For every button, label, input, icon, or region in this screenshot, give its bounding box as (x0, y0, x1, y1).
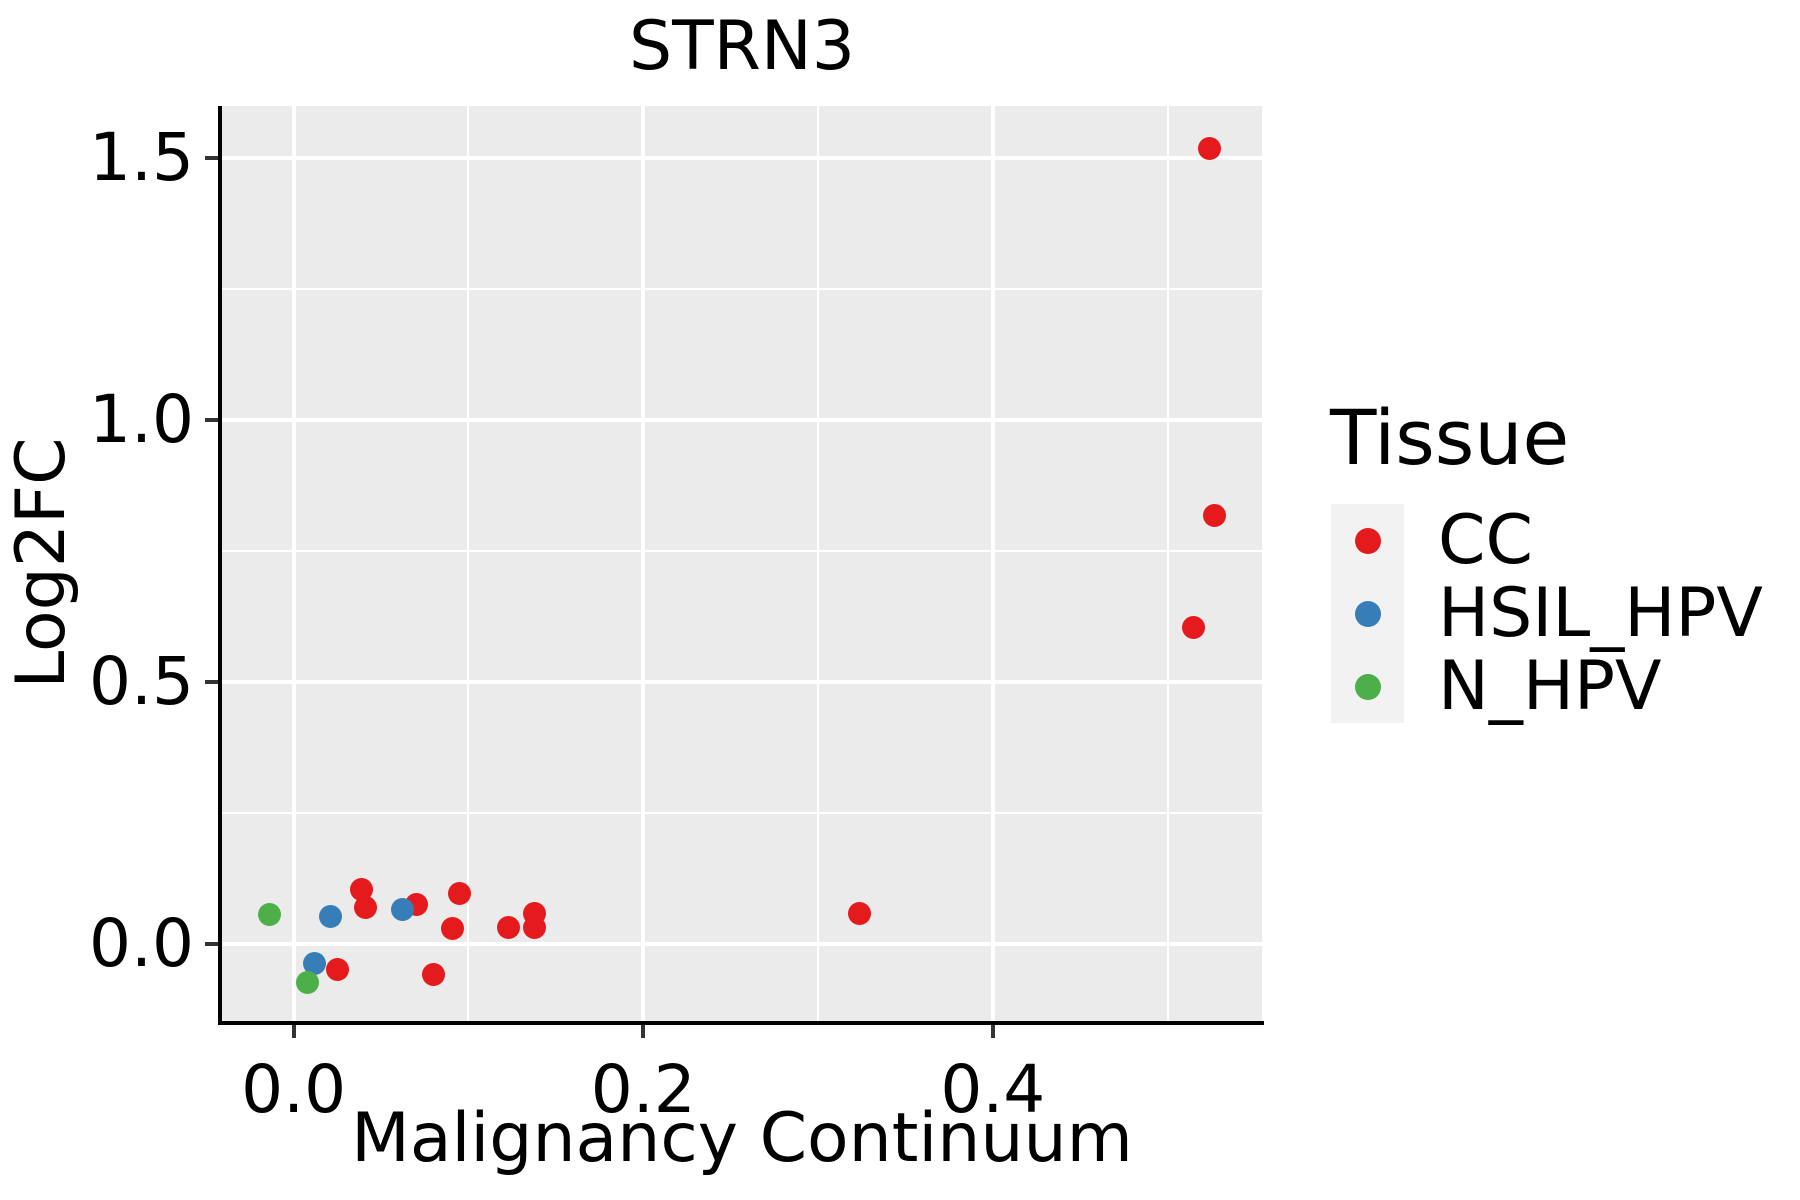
data-point-CC (1203, 504, 1227, 528)
x-minor-gridline (1166, 106, 1169, 1021)
data-point-CC (523, 916, 547, 940)
y-major-gridline (222, 417, 1262, 422)
legend-dot-HSIL_HPV (1354, 600, 1381, 627)
y-tick-label: 0.5 (89, 642, 194, 720)
data-point-CC (353, 896, 377, 920)
y-major-gridline (222, 155, 1262, 160)
data-point-CC (448, 881, 472, 905)
y-minor-gridline (222, 549, 1262, 552)
data-point-CC (497, 915, 521, 939)
x-axis-line (218, 1021, 1264, 1025)
legend: Tissue CC HSIL_HPV N_HPV (1326, 393, 1763, 723)
x-major-gridline (990, 106, 995, 1021)
legend-key (1331, 650, 1404, 723)
plot-title: STRN3 (628, 7, 856, 86)
legend-entry-label: CC (1438, 500, 1533, 580)
legend-dot-N_HPV (1354, 673, 1381, 700)
legend-key (1331, 577, 1404, 650)
legend-entry-label: HSIL_HPV (1438, 573, 1763, 653)
y-minor-gridline (222, 287, 1262, 290)
plot-panel (222, 106, 1262, 1021)
y-tick-label: 1.5 (89, 118, 194, 196)
y-tick-mark (205, 941, 218, 946)
legend-title: Tissue (1330, 393, 1570, 482)
data-point-CC (441, 917, 465, 941)
y-axis-line (218, 106, 222, 1025)
y-major-gridline (222, 679, 1262, 684)
x-tick-mark (641, 1025, 646, 1038)
data-point-N_HPV (257, 902, 281, 926)
legend-key (1331, 504, 1404, 577)
legend-entry-N_HPV: N_HPV (1331, 650, 1763, 723)
data-point-HSIL_HPV (303, 952, 327, 976)
data-point-CC (350, 878, 374, 902)
y-major-gridline (222, 941, 1262, 946)
x-major-gridline (291, 106, 296, 1021)
data-point-CC (1198, 137, 1222, 161)
x-tick-label: 0.4 (940, 1051, 1046, 1128)
y-tick-label: 1.0 (89, 380, 194, 458)
y-axis-label: Log2FC (2, 437, 81, 689)
data-point-CC (1182, 616, 1206, 640)
y-tick-mark (205, 417, 218, 422)
data-point-CC (325, 957, 349, 981)
legend-entry-CC: CC (1331, 504, 1763, 577)
x-tick-mark (291, 1025, 296, 1038)
x-axis-label: Malignancy Continuum (351, 1099, 1133, 1178)
x-tick-label: 0.2 (590, 1051, 696, 1128)
legend-entries: CC HSIL_HPV N_HPV (1331, 504, 1763, 723)
data-point-N_HPV (296, 970, 320, 994)
y-minor-gridline (222, 811, 1262, 814)
y-tick-label: 0.0 (89, 904, 194, 982)
legend-dot-CC (1354, 527, 1381, 554)
x-minor-gridline (467, 106, 470, 1021)
y-tick-mark (205, 679, 218, 684)
legend-entry-label: N_HPV (1438, 646, 1662, 726)
y-tick-mark (205, 155, 218, 160)
data-point-HSIL_HPV (390, 898, 414, 922)
legend-entry-HSIL_HPV: HSIL_HPV (1331, 577, 1763, 650)
data-point-CC (848, 901, 872, 925)
x-tick-label: 0.0 (241, 1051, 347, 1128)
data-point-HSIL_HPV (318, 904, 342, 928)
x-tick-mark (990, 1025, 995, 1038)
x-major-gridline (641, 106, 646, 1021)
x-minor-gridline (817, 106, 820, 1021)
data-point-CC (421, 963, 445, 987)
